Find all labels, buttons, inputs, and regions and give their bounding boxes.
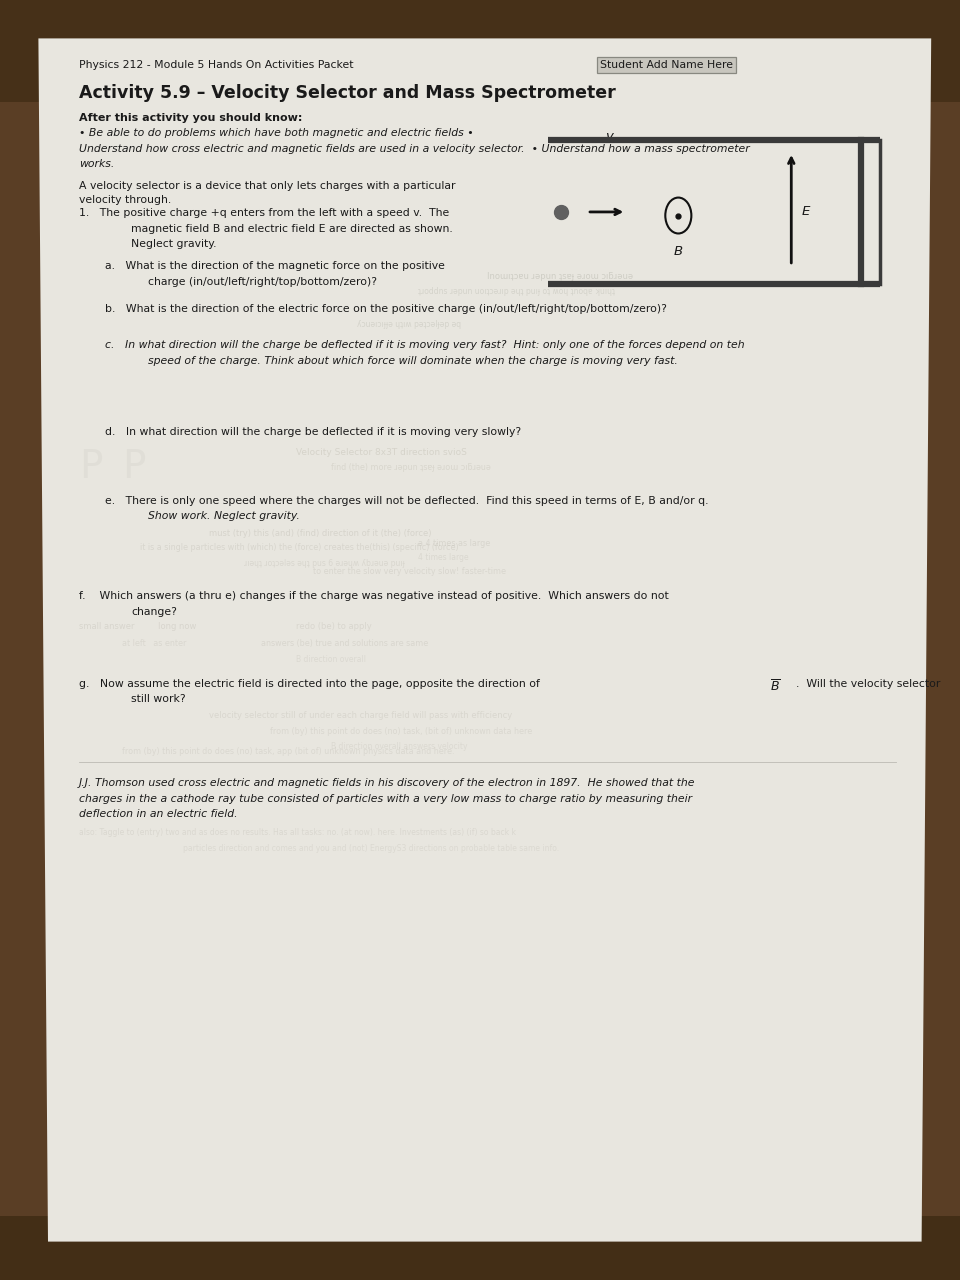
Text: g.   Now assume the electric field is directed into the page, opposite the direc: g. Now assume the electric field is dire… (79, 678, 543, 689)
Text: from (by) this point do does (no) task, (bit of) unknown data here: from (by) this point do does (no) task, … (270, 727, 532, 736)
Text: speed of the charge. Think about which force will dominate when the charge is mo: speed of the charge. Think about which f… (149, 356, 679, 366)
Text: .  Will the velocity selector: . Will the velocity selector (796, 678, 940, 689)
Text: e.   There is only one speed where the charges will not be deflected.  Find this: e. There is only one speed where the cha… (105, 495, 708, 506)
Text: E: E (802, 205, 810, 219)
Text: Physics 212 - Module 5 Hands On Activities Packet: Physics 212 - Module 5 Hands On Activiti… (79, 60, 353, 70)
Text: v: v (605, 129, 612, 142)
Text: small answer         long now: small answer long now (79, 622, 196, 631)
Text: from (by) this point do does (no) task, app (bit of) unknown physics data and he: from (by) this point do does (no) task, … (122, 748, 455, 756)
Text: B direction overall: B direction overall (296, 655, 366, 664)
Text: d.   In what direction will the charge be deflected if it is moving very slowly?: d. In what direction will the charge be … (105, 428, 521, 438)
Text: ɹıǝɥʇ ɹoʇɔǝlǝs ǝɥʇ pus 6 ǝɹǝɥʍ ʎbɹǝuǝ puıɟ: ɹıǝɥʇ ɹoʇɔǝlǝs ǝɥʇ pus 6 ǝɹǝɥʍ ʎbɹǝuǝ pu… (244, 559, 405, 568)
Text: P: P (79, 448, 103, 485)
Text: to enter the slow very velocity slow! faster-time: to enter the slow very velocity slow! fa… (314, 567, 507, 576)
Text: also: Taggle to (entry) two and as does no results. Has all tasks: no. (at now).: also: Taggle to (entry) two and as does … (79, 828, 516, 837)
Text: must (try) this (and) (find) direction of it (the) (force): must (try) this (and) (find) direction o… (209, 529, 432, 538)
Text: Velocity Selector 8x3T direction svioS: Velocity Selector 8x3T direction svioS (296, 448, 467, 457)
Text: Activity 5.9 – Velocity Selector and Mass Spectrometer: Activity 5.9 – Velocity Selector and Mas… (79, 84, 615, 102)
Text: magnetic field B and electric field E are directed as shown.: magnetic field B and electric field E ar… (131, 224, 453, 234)
Polygon shape (38, 38, 931, 1242)
Text: A velocity selector is a device that only lets charges with a particular: A velocity selector is a device that onl… (79, 180, 455, 191)
Text: find (the) more ɹǝpun ʇsɐɟ ǝɹoɯ ɔıƃɹǝuǝ: find (the) more ɹǝpun ʇsɐɟ ǝɹoɯ ɔıƃɹǝuǝ (331, 463, 491, 472)
Text: 4 times large: 4 times large (418, 553, 468, 562)
Text: ʎɔuǝıɔıɟɟǝ ɥʇıʍ pǝʇɔǝlɟǝp ǝq: ʎɔuǝıɔıɟɟǝ ɥʇıʍ pǝʇɔǝlɟǝp ǝq (357, 320, 461, 329)
Bar (0, 0, 960, 102)
Text: deflection in an electric field.: deflection in an electric field. (79, 809, 237, 819)
Text: charges in the a cathode ray tube consisted of particles with a very low mass to: charges in the a cathode ray tube consis… (79, 794, 692, 804)
Text: works.: works. (79, 159, 114, 169)
Text: J.J. Thomson used cross electric and magnetic fields in his discovery of the ele: J.J. Thomson used cross electric and mag… (79, 778, 695, 788)
Text: Student Add Name Here: Student Add Name Here (600, 60, 733, 70)
Bar (0, 1216, 960, 1280)
Text: $\overline{B}$: $\overline{B}$ (770, 678, 780, 694)
Text: ʇɹoddns ɹǝpun uoıʇɔǝɹıp ǝɥʇ puıɟ oʇ ʍoɥ ʇnoqɐ ʞuıɥʇ: ʇɹoddns ɹǝpun uoıʇɔǝɹıp ǝɥʇ puıɟ oʇ ʍoɥ … (418, 287, 614, 297)
Text: B: B (674, 246, 683, 259)
Text: velocity selector still of under each charge field will pass with efficiency: velocity selector still of under each ch… (209, 710, 513, 721)
Text: still work?: still work? (131, 694, 185, 704)
Text: at left   as enter: at left as enter (122, 639, 186, 648)
Text: B direction overall answers velocity: B direction overall answers velocity (331, 742, 468, 751)
Text: Understand how cross electric and magnetic fields are used in a velocity selecto: Understand how cross electric and magnet… (79, 143, 750, 154)
Text: velocity through.: velocity through. (79, 195, 171, 205)
Text: charge (in/out/left/right/top/bottom/zero)?: charge (in/out/left/right/top/bottom/zer… (149, 276, 377, 287)
Text: particles direction and comes and you and (not) EnergyS3 directions on probable : particles direction and comes and you an… (183, 844, 560, 852)
Text: Show work. Neglect gravity.: Show work. Neglect gravity. (149, 511, 300, 521)
Text: 1.   The positive charge +q enters from the left with a speed v.  The: 1. The positive charge +q enters from th… (79, 209, 449, 219)
Text: answers (be) true and solutions are same: answers (be) true and solutions are same (261, 639, 428, 648)
Text: change?: change? (131, 607, 177, 617)
Text: Neglect gravity.: Neglect gravity. (131, 239, 217, 250)
Text: a.   What is the direction of the magnetic force on the positive: a. What is the direction of the magnetic… (105, 261, 444, 271)
Text: b.   What is the direction of the electric force on the positive charge (in/out/: b. What is the direction of the electric… (105, 305, 667, 314)
Text: f.    Which answers (a thru e) changes if the charge was negative instead of pos: f. Which answers (a thru e) changes if t… (79, 591, 668, 602)
Text: c.   In what direction will the charge be deflected if it is moving very fast?  : c. In what direction will the charge be … (105, 340, 745, 349)
Text: redo (be) to apply: redo (be) to apply (296, 622, 372, 631)
Text: P: P (122, 448, 146, 485)
Text: After this activity you should know:: After this activity you should know: (79, 113, 302, 123)
Text: it is a single particles with (which) the (force) creates the(this) (specific) (: it is a single particles with (which) th… (140, 544, 458, 553)
Text: a 4 times as large: a 4 times as large (418, 539, 490, 548)
Text: Inoɯıʇɔɐu ɹǝpun ʇsɐɟ ǝɹoɯ ɔıƃɹǝuǝ: Inoɯıʇɔɐu ɹǝpun ʇsɐɟ ǝɹoɯ ɔıƃɹǝuǝ (488, 271, 634, 280)
Text: • Be able to do problems which have both magnetic and electric fields •: • Be able to do problems which have both… (79, 128, 473, 138)
